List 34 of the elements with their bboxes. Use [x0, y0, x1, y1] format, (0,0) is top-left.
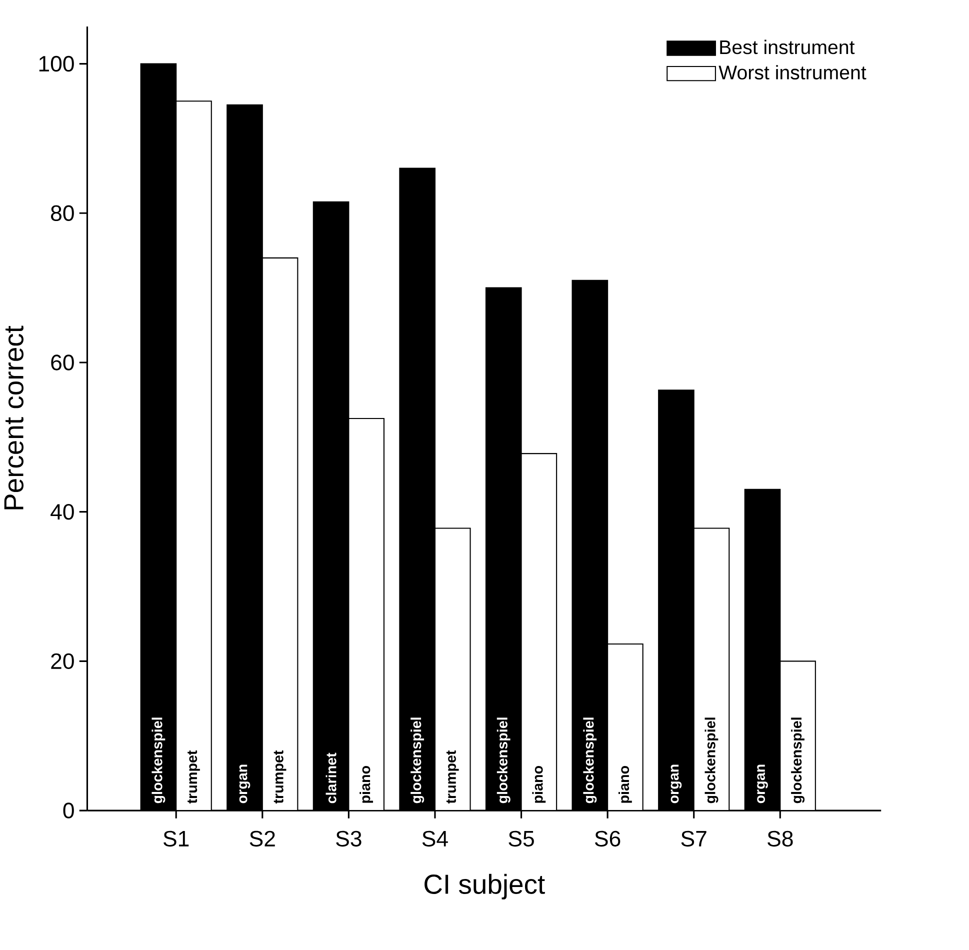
data-label: trumpet: [188, 750, 200, 804]
data-label: glockenspiel: [791, 718, 805, 804]
data-label: piano: [360, 766, 374, 803]
data-label: glockenspiel: [496, 718, 510, 804]
y-tick-label: 80: [51, 205, 74, 222]
legend-label: Worst instrument: [718, 65, 866, 80]
data-label: organ: [670, 764, 682, 804]
y-tick-label: 100: [39, 56, 74, 72]
x-tick-label: S5: [508, 830, 534, 847]
x-tick-label: S6: [594, 830, 620, 847]
y-tick-label: 60: [51, 354, 74, 370]
data-label: glockenspiel: [583, 718, 597, 804]
y-tick-label: 40: [50, 504, 74, 520]
data-label: glockenspiel: [152, 718, 166, 804]
data-label: clarinet: [326, 752, 336, 804]
data-label: glockenspiel: [704, 718, 718, 804]
y-axis-title: Percent correct: [4, 326, 24, 510]
y-tick-label: 20: [51, 653, 74, 670]
x-tick-label: S7: [681, 830, 706, 847]
x-axis-title: CI subject: [424, 874, 545, 900]
legend-label: Best instrument: [720, 40, 855, 54]
data-label: organ: [239, 764, 250, 804]
x-tick-label: S8: [768, 830, 793, 847]
data-label: glockenspiel: [410, 718, 424, 804]
x-tick-label: S4: [422, 830, 448, 847]
data-label: trumpet: [274, 750, 286, 804]
x-tick-label: S1: [164, 830, 189, 847]
data-label: piano: [532, 766, 546, 803]
data-label: trumpet: [446, 750, 459, 804]
x-tick-label: S3: [336, 830, 362, 847]
x-tick-label: S2: [250, 830, 275, 847]
data-label: organ: [757, 764, 768, 804]
y-tick-label: 0: [63, 802, 74, 819]
data-label: piano: [618, 766, 632, 803]
